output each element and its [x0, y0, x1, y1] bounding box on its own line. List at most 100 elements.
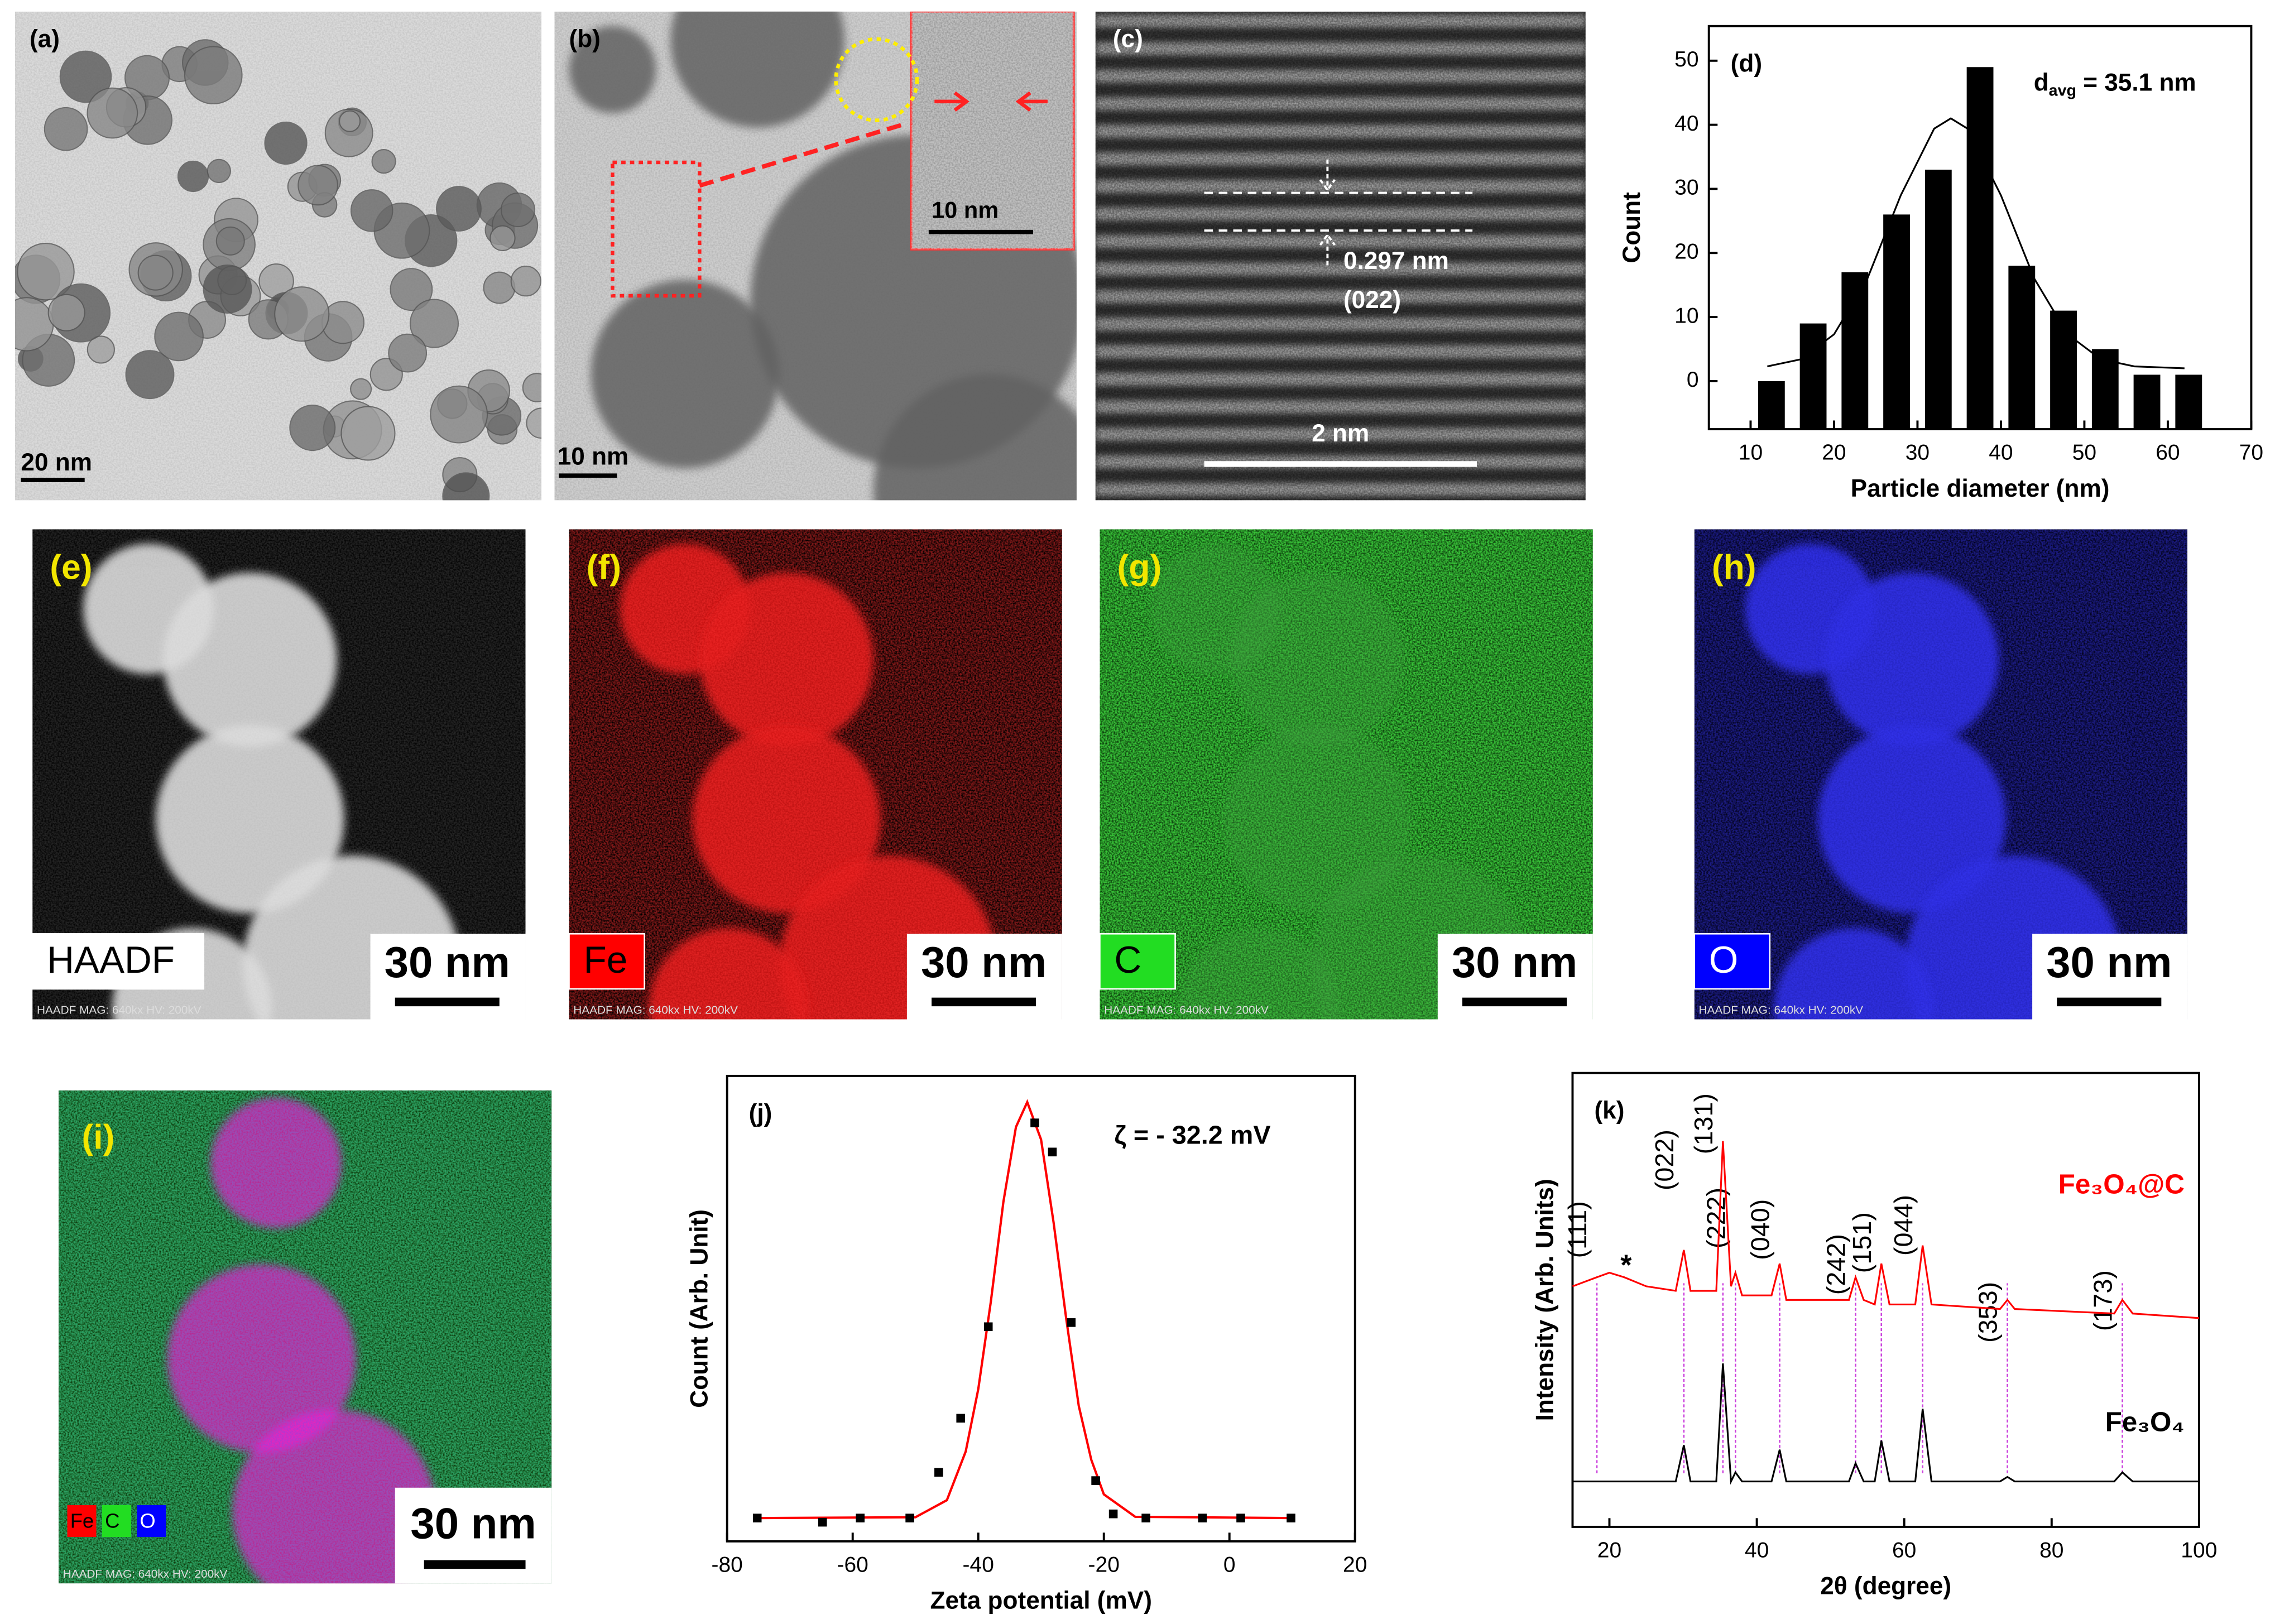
- bar: [2050, 310, 2077, 430]
- particle: [324, 108, 373, 157]
- particle: [670, 11, 845, 128]
- image-footer: HAADF MAG: 640kx HV: 200kV: [1104, 1003, 1269, 1016]
- particle: [591, 280, 780, 469]
- x-tick-label: 10: [1739, 441, 1763, 465]
- x-tick-label: 50: [2072, 441, 2096, 465]
- scale-label: 10 nm: [558, 443, 629, 470]
- scale-label: 20 nm: [21, 449, 92, 476]
- panel-label: (d): [1731, 50, 1762, 78]
- x-axis-label: Zeta potential (mV): [930, 1587, 1152, 1615]
- highlight: [611, 160, 702, 298]
- particle: [350, 378, 372, 400]
- x-axis-label: 2θ (degree): [1820, 1573, 1951, 1600]
- point: [983, 1322, 993, 1332]
- particle: [442, 472, 490, 501]
- particle: [390, 268, 433, 311]
- bar: [2008, 266, 2036, 430]
- scale-label: 30 nm: [921, 938, 1047, 987]
- bar: [1758, 381, 1785, 430]
- x-tick-label: 30: [1906, 441, 1930, 465]
- particle: [184, 46, 243, 105]
- particle: [522, 373, 542, 402]
- image-grain: [1095, 11, 1586, 501]
- particle: [137, 254, 174, 291]
- x-tick-label: 20: [1597, 1538, 1621, 1562]
- reference-label: (040): [1746, 1199, 1775, 1260]
- bar: [1924, 169, 1952, 430]
- panel-label: (a): [30, 25, 60, 52]
- series-line: [1572, 1141, 2199, 1319]
- particle: [125, 350, 175, 400]
- y-tick-label: 10: [1674, 304, 1698, 328]
- annotation-text: = 35.1 nm: [2076, 69, 2196, 96]
- y-tick-label: 30: [1674, 176, 1698, 200]
- image-footer: HAADF MAG: 640kx HV: 200kV: [573, 1003, 738, 1016]
- x-tick-label: -20: [1088, 1553, 1120, 1577]
- x-tick-label: 20: [1822, 441, 1846, 465]
- particle: [203, 265, 252, 314]
- particle: [510, 266, 541, 297]
- panel-label: (i): [81, 1118, 114, 1157]
- point: [1236, 1514, 1245, 1522]
- particle: [289, 405, 336, 451]
- plane-label: (022): [1343, 286, 1401, 314]
- image-footer: HAADF MAG: 640kx HV: 200kV: [1699, 1003, 1864, 1016]
- particle: [483, 271, 516, 304]
- image-footer: HAADF MAG: 640kx HV: 200kV: [37, 1003, 201, 1016]
- x-tick-label: 100: [2181, 1538, 2217, 1562]
- bar: [2175, 374, 2202, 430]
- scale-label: 30 nm: [385, 938, 510, 987]
- element-box: [31, 933, 205, 990]
- panel-label: (e): [50, 549, 92, 587]
- particle: [489, 225, 516, 252]
- particle: [339, 110, 361, 132]
- point: [1198, 1514, 1207, 1522]
- particle: [177, 160, 209, 193]
- y-tick-label: 20: [1674, 240, 1698, 264]
- y-axis-label: Count: [1618, 192, 1645, 263]
- particle: [1230, 573, 1405, 747]
- particle: [340, 406, 396, 461]
- x-tick-label: -40: [963, 1553, 994, 1577]
- point: [1030, 1118, 1039, 1127]
- pointer: [934, 91, 1048, 112]
- particle: [154, 311, 204, 362]
- reference-label: (111): [1563, 1201, 1592, 1258]
- particle: [371, 149, 396, 174]
- element-label: C: [105, 1510, 119, 1532]
- point: [934, 1468, 943, 1477]
- element-box: [102, 1505, 131, 1537]
- particle: [569, 26, 656, 113]
- panel-label: (b): [569, 25, 601, 52]
- panel-label: (j): [749, 1100, 772, 1127]
- bar: [1799, 323, 1827, 430]
- image-footer: HAADF MAG: 640kx HV: 200kV: [63, 1568, 228, 1580]
- particle: [500, 192, 536, 228]
- scale-label: 30 nm: [1452, 938, 1577, 987]
- spacing-label: 0.297 nm: [1343, 247, 1449, 275]
- legend-label: Fe₃O₄: [2105, 1406, 2185, 1437]
- particle: [526, 407, 542, 439]
- x-tick-label: 0: [1223, 1553, 1236, 1577]
- image-panel: [15, 11, 542, 501]
- point: [1067, 1318, 1076, 1327]
- panel-label: (f): [587, 549, 621, 587]
- element-label: C: [1114, 939, 1141, 981]
- bar: [1841, 272, 1869, 430]
- scale-label: 2 nm: [1312, 420, 1369, 447]
- particle: [264, 121, 308, 165]
- particle: [87, 87, 138, 139]
- element-label: O: [140, 1510, 155, 1532]
- x-axis-label: Particle diameter (nm): [1851, 475, 2110, 502]
- particle: [297, 165, 338, 206]
- image-panel: [554, 11, 1077, 501]
- plot-frame: [1571, 1072, 2200, 1528]
- particle: [388, 333, 428, 373]
- particle: [207, 158, 231, 184]
- particle: [215, 226, 245, 256]
- highlight: [834, 37, 919, 122]
- point: [752, 1514, 762, 1522]
- reference-label: (242): [1822, 1234, 1851, 1295]
- reference-label: (173): [2089, 1270, 2118, 1331]
